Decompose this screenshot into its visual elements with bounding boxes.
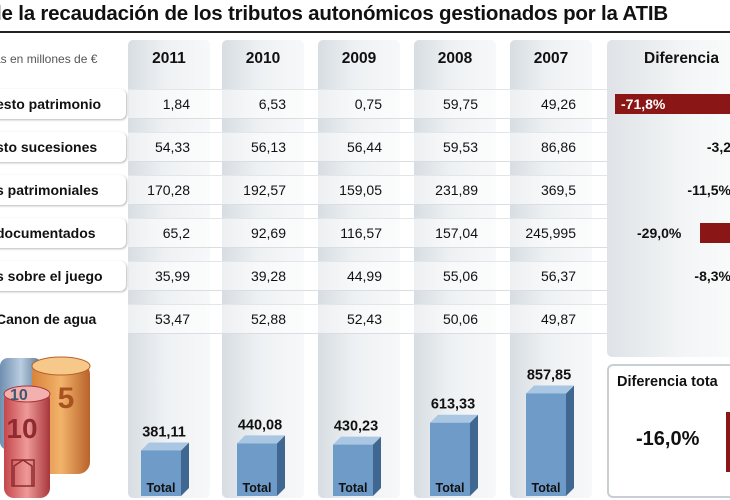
value-cell-2008: 231,89 [435, 182, 478, 198]
value-cell-2007: 86,86 [540, 139, 576, 155]
row-label: Canon de agua [0, 311, 97, 327]
value-cell-2007: 49,26 [540, 96, 576, 112]
total-bar-2007 [526, 385, 574, 496]
value-cell-2009: 116,57 [340, 225, 382, 241]
value-cell-2008: 59,75 [442, 96, 478, 112]
unit-note: as en millones de € [0, 52, 98, 66]
value-cell-2009: 44,99 [346, 268, 382, 284]
total-bar-2011 [141, 442, 189, 496]
difference-panel [607, 40, 730, 357]
value-cell-2011: 53,47 [154, 311, 190, 327]
table-row [128, 175, 607, 205]
value-cell-2008: 55,06 [442, 268, 478, 284]
row-label: documentados [0, 218, 126, 248]
total-bar-tag: Total [243, 481, 272, 495]
value-cell-2009: 52,43 [346, 311, 382, 327]
value-cell-2010: 39,28 [250, 268, 286, 284]
value-cell-2009: 159,05 [339, 182, 382, 198]
value-cell-2010: 92,69 [250, 225, 286, 241]
difference-total-value: -16,0% [636, 428, 700, 450]
difference-value: -29,0% [637, 225, 682, 241]
row-label: s patrimoniales [0, 175, 126, 205]
value-cell-2007: 49,87 [540, 311, 576, 327]
value-cell-2007: 369,5 [540, 182, 576, 198]
year-header-2007: 2007 [533, 50, 569, 67]
svg-text:10: 10 [6, 413, 37, 444]
value-cell-2010: 52,88 [250, 311, 286, 327]
year-header-2009: 2009 [341, 50, 377, 67]
difference-total-bar [726, 412, 730, 472]
total-bar-tag: Total [532, 481, 561, 495]
total-bar-2009 [333, 436, 381, 496]
svg-text:5: 5 [58, 382, 75, 415]
difference-total-panel [607, 364, 730, 498]
value-cell-2010: 56,13 [250, 139, 286, 155]
table-row [128, 132, 607, 162]
title-rule [0, 31, 730, 33]
row-label: sto sucesiones [0, 132, 126, 162]
difference-bar [615, 94, 730, 114]
value-cell-2010: 192,57 [243, 182, 286, 198]
row-label: esto patrimonio [0, 89, 126, 119]
value-cell-2011: 54,33 [154, 139, 190, 155]
value-cell-2010: 6,53 [258, 96, 286, 112]
year-header-2011: 2011 [152, 50, 186, 67]
difference-header: Diferencia [644, 50, 719, 67]
row-label: s sobre el juego [0, 261, 126, 291]
value-cell-2011: 65,2 [162, 225, 190, 241]
value-cell-2008: 50,06 [442, 311, 478, 327]
value-cell-2009: 0,75 [354, 96, 382, 112]
total-value-label: 613,33 [431, 397, 475, 413]
total-bar-tag: Total [339, 481, 368, 495]
value-cell-2007: 56,37 [540, 268, 576, 284]
table-row [128, 304, 607, 334]
difference-value: -8,3% [694, 268, 730, 284]
total-bar-2008 [430, 414, 478, 496]
table-row [128, 89, 607, 119]
value-cell-2008: 59,53 [442, 139, 478, 155]
total-bar-2010 [237, 435, 285, 496]
year-header-2010: 2010 [245, 50, 281, 67]
table-row [128, 218, 607, 248]
value-cell-2011: 35,99 [154, 268, 190, 284]
table-row [128, 261, 607, 291]
value-cell-2007: 245,995 [525, 225, 576, 241]
chart-title: le la recaudación de los tributos autonó… [0, 2, 668, 25]
difference-value: -3,2 [706, 139, 730, 155]
total-bar-tag: Total [147, 481, 176, 495]
difference-value: -71,8% [621, 96, 666, 112]
euro-banknotes-icon: 5 10 10 [0, 356, 91, 498]
total-value-label: 857,85 [527, 367, 571, 383]
value-cell-2008: 157,04 [435, 225, 478, 241]
value-cell-2011: 1,84 [162, 96, 190, 112]
year-header-2008: 2008 [437, 50, 473, 67]
value-cell-2011: 170,28 [147, 182, 190, 198]
total-value-label: 430,23 [334, 419, 378, 435]
value-cell-2009: 56,44 [346, 139, 382, 155]
difference-value: -11,5% [687, 182, 730, 198]
svg-text:10: 10 [10, 387, 28, 404]
difference-bar [700, 223, 730, 243]
difference-total-label: Diferencia tota [617, 374, 718, 390]
total-bar-tag: Total [436, 481, 465, 495]
total-value-label: 381,11 [142, 424, 186, 440]
total-value-label: 440,08 [238, 417, 282, 433]
